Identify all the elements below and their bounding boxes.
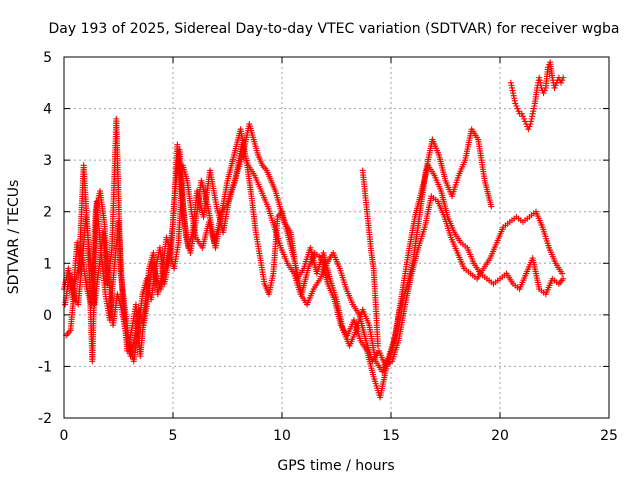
data-point: [559, 270, 566, 277]
y-axis-label: SDTVAR / TECUs: [6, 180, 22, 295]
data-point: [522, 118, 529, 125]
y-tick-label: 3: [43, 153, 52, 169]
chart-title: Day 193 of 2025, Sidereal Day-to-day VTE…: [48, 21, 619, 37]
axis-ticks: [63, 56, 610, 419]
x-tick-label: 0: [60, 428, 69, 444]
data-points: [61, 59, 567, 401]
data-point: [374, 342, 381, 349]
y-tick-label: 5: [43, 50, 52, 66]
data-point: [525, 126, 532, 133]
x-tick-label: 25: [600, 428, 618, 444]
x-tick-label: 15: [382, 428, 400, 444]
x-tick-labels: 0 5 10 15 20 25: [60, 428, 618, 444]
data-point: [540, 90, 547, 97]
x-tick-label: 20: [491, 428, 509, 444]
data-point: [515, 108, 522, 115]
y-tick-label: 4: [43, 102, 52, 118]
data-point: [560, 74, 567, 81]
data-point: [520, 115, 527, 122]
data-point: [551, 84, 558, 91]
y-tick-labels: -2 -1 0 1 2 3 4 5: [38, 50, 52, 427]
x-tick-label: 5: [169, 428, 178, 444]
data-point: [558, 79, 565, 86]
y-tick-label: -1: [38, 359, 52, 375]
plot-frame: [63, 56, 610, 419]
grid-lines: [64, 57, 609, 418]
data-point: [518, 110, 525, 117]
data-point: [513, 102, 520, 109]
x-tick-label: 10: [273, 428, 291, 444]
data-point: [519, 113, 526, 120]
y-tick-label: 1: [43, 256, 52, 272]
data-point: [560, 275, 567, 282]
data-point: [541, 87, 548, 94]
data-point: [512, 100, 519, 107]
data-point: [552, 82, 559, 89]
y-tick-label: -2: [38, 411, 52, 427]
data-point: [514, 105, 521, 112]
data-point: [526, 123, 533, 130]
y-tick-label: 0: [43, 308, 52, 324]
data-point: [559, 77, 566, 84]
y-tick-label: 2: [43, 205, 52, 221]
x-axis-label: GPS time / hours: [277, 458, 394, 474]
data-point: [488, 203, 495, 210]
